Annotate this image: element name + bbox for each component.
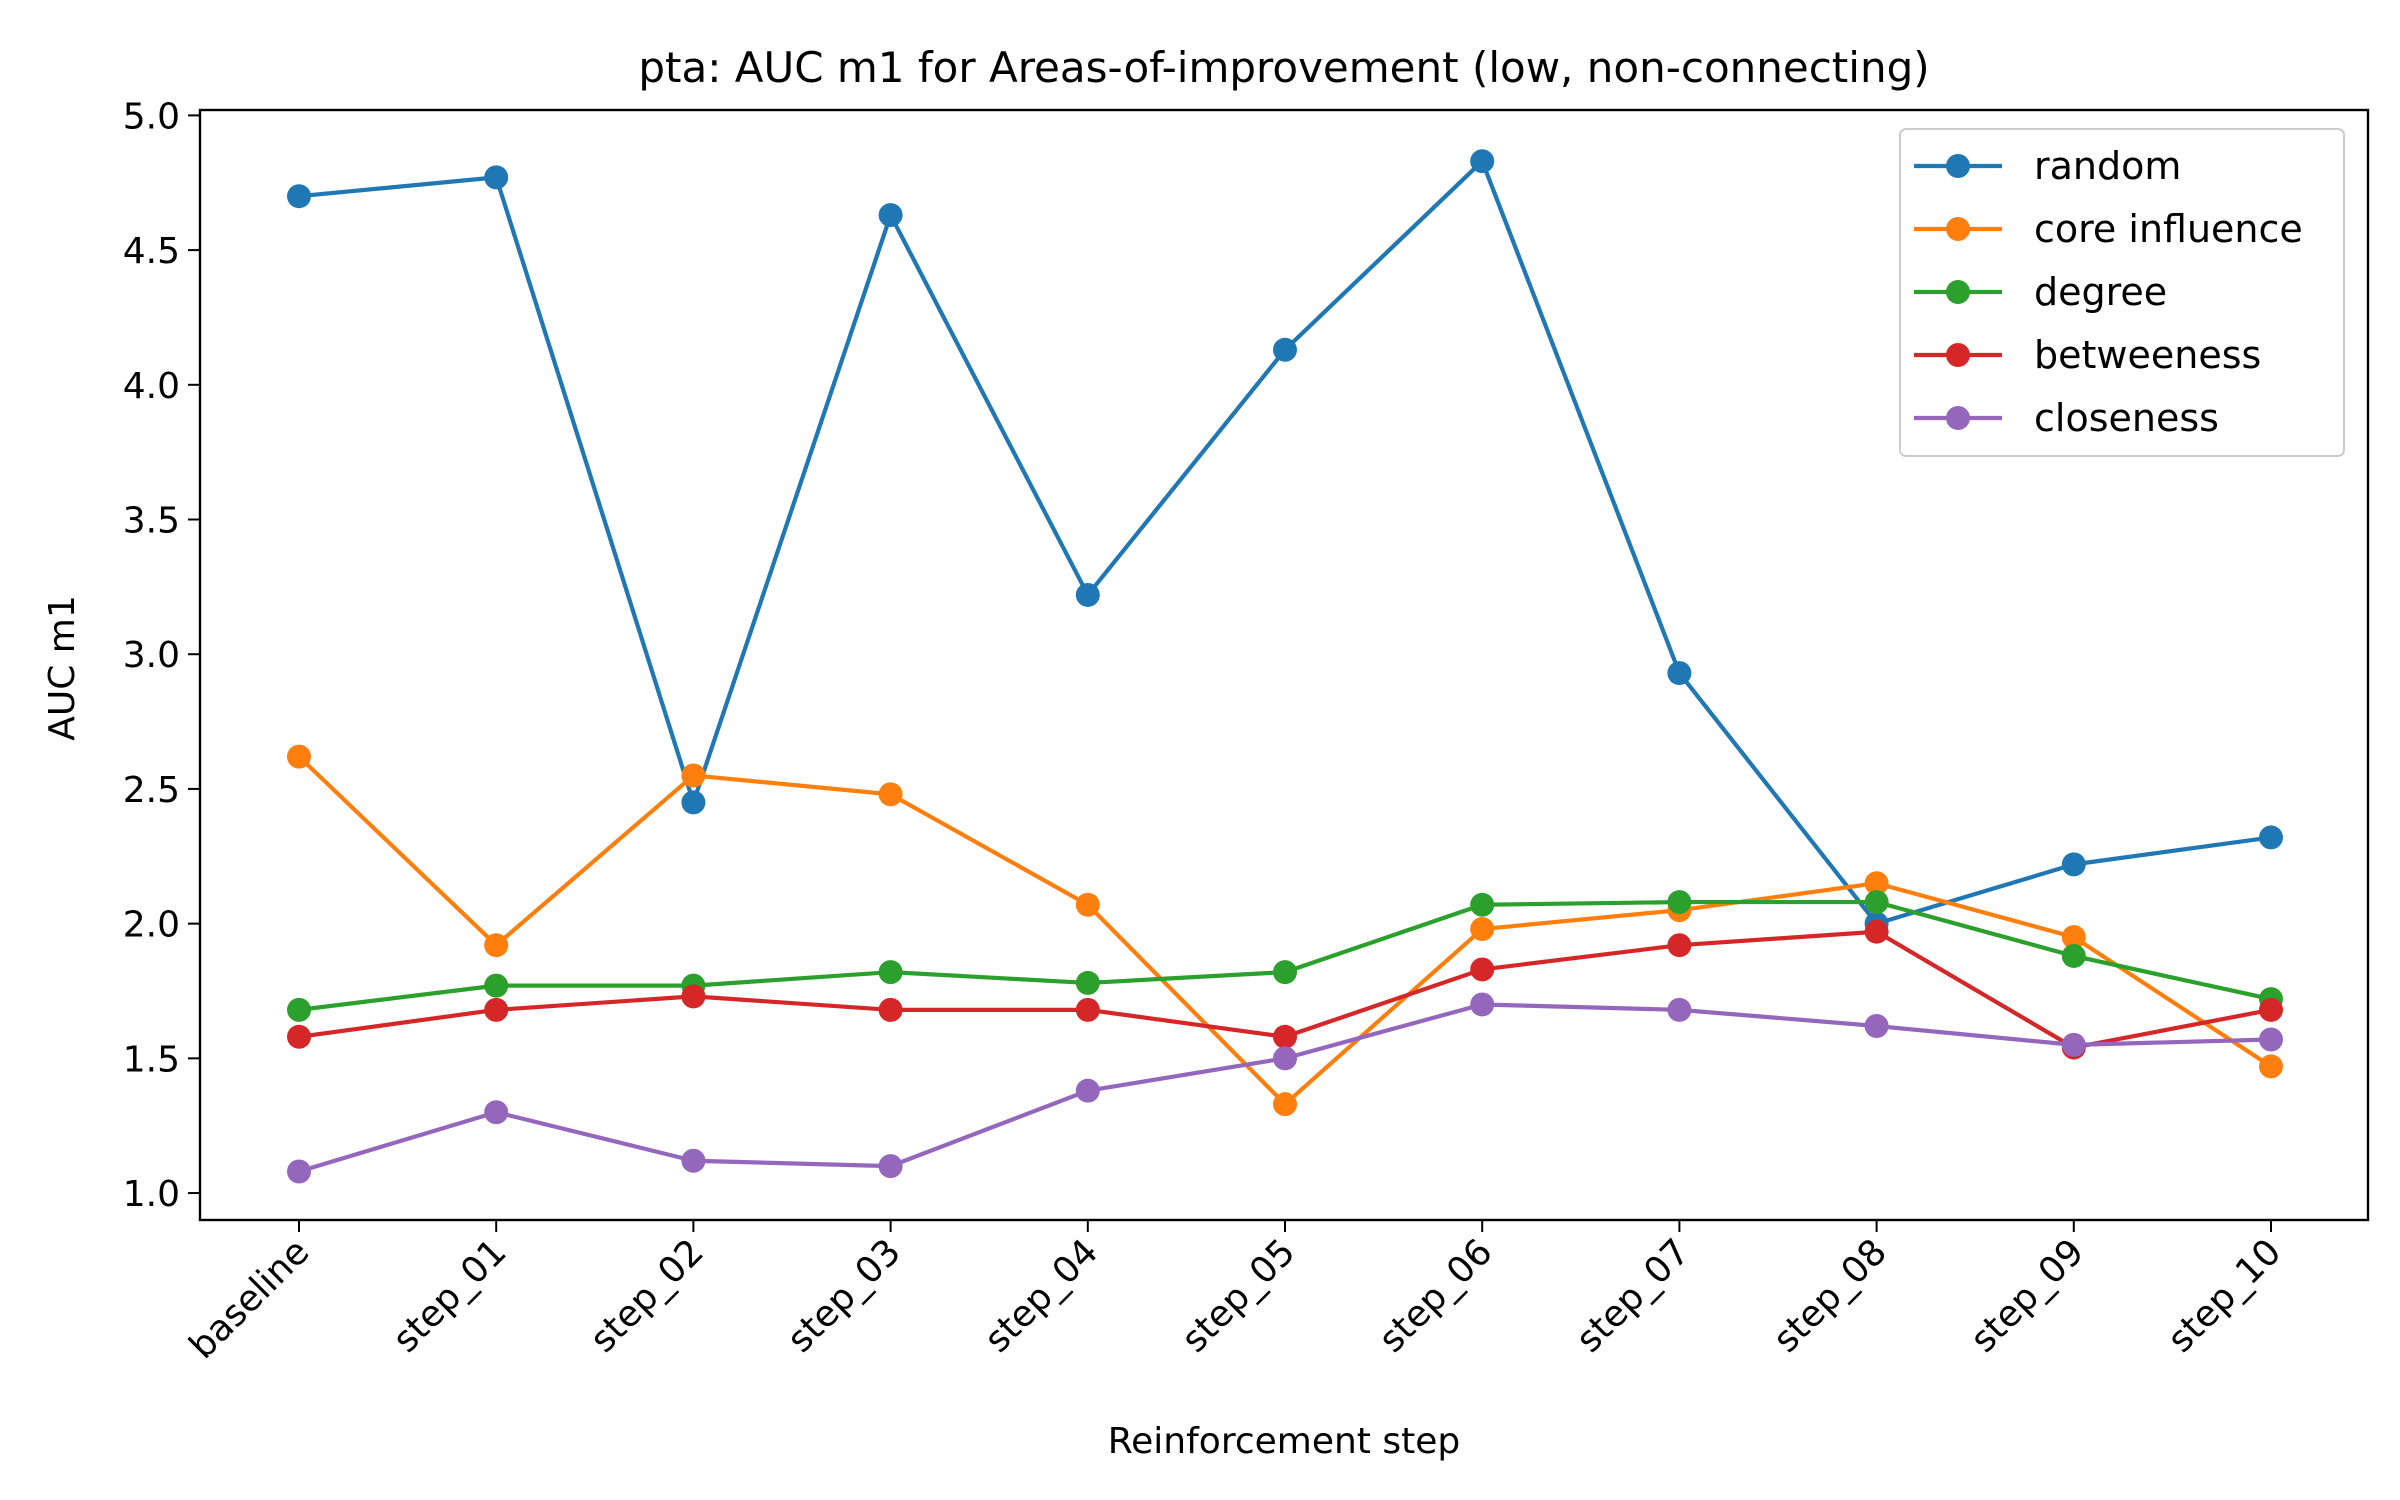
data-point bbox=[1075, 997, 1100, 1022]
chart-title: pta: AUC m1 for Areas-of-improvement (lo… bbox=[638, 43, 1929, 92]
legend: random core influence degree betweeness clos… bbox=[1899, 128, 2345, 457]
legend-item: core influence bbox=[1914, 207, 2303, 251]
data-point bbox=[1667, 661, 1692, 686]
series-betweeness bbox=[287, 919, 2283, 1060]
data-point bbox=[287, 997, 311, 1022]
y-tick-label: 1.5 bbox=[123, 1039, 180, 1080]
data-point bbox=[484, 973, 509, 998]
data-point bbox=[1864, 919, 1889, 944]
legend-swatch-marker bbox=[1946, 217, 1970, 241]
data-point bbox=[2259, 997, 2283, 1022]
data-point bbox=[878, 960, 903, 985]
data-point bbox=[681, 763, 706, 788]
data-point bbox=[1864, 871, 1889, 896]
x-axis-label: Reinforcement step bbox=[1108, 1421, 1460, 1462]
y-tick-label: 4.5 bbox=[123, 231, 180, 272]
data-point bbox=[1470, 917, 1495, 942]
series-random bbox=[287, 149, 2283, 936]
y-axis-label: AUC m1 bbox=[42, 595, 83, 741]
legend-item: closeness bbox=[1914, 396, 2219, 440]
y-tick-label: 2.0 bbox=[123, 905, 180, 946]
data-point bbox=[1470, 149, 1495, 174]
data-point bbox=[1667, 933, 1692, 958]
legend-label: closeness bbox=[2034, 396, 2219, 440]
data-point bbox=[1075, 970, 1100, 995]
data-point bbox=[681, 984, 706, 1009]
data-point bbox=[1470, 957, 1495, 982]
data-point bbox=[681, 1148, 706, 1173]
legend-label: degree bbox=[2034, 270, 2167, 314]
y-tick-label: 3.5 bbox=[123, 501, 180, 542]
data-point bbox=[1273, 960, 1297, 985]
legend-item: betweeness bbox=[1914, 333, 2261, 377]
y-tick-label: 2.5 bbox=[123, 770, 180, 811]
data-point bbox=[1075, 1078, 1100, 1103]
data-point bbox=[2259, 825, 2283, 850]
data-point bbox=[1273, 1046, 1297, 1071]
data-point bbox=[2061, 1032, 2086, 1057]
series-core-influence bbox=[287, 744, 2283, 1117]
data-point bbox=[878, 997, 903, 1022]
data-point bbox=[484, 1100, 509, 1125]
data-point bbox=[2061, 925, 2086, 950]
data-point bbox=[1864, 1014, 1889, 1039]
data-point bbox=[2259, 1054, 2283, 1079]
data-point bbox=[1273, 1092, 1297, 1117]
legend-item: degree bbox=[1914, 270, 2167, 314]
series-closeness bbox=[287, 992, 2283, 1184]
data-point bbox=[287, 744, 311, 769]
legend-label: random bbox=[2034, 144, 2181, 188]
y-tick-label: 1.0 bbox=[123, 1174, 180, 1215]
y-tick-label: 5.0 bbox=[123, 96, 180, 137]
y-tick-label: 4.0 bbox=[123, 366, 180, 407]
data-point bbox=[1273, 337, 1297, 362]
data-point bbox=[878, 1154, 903, 1179]
data-point bbox=[1667, 997, 1692, 1022]
plot-frame bbox=[198, 108, 2370, 1222]
data-point bbox=[484, 933, 509, 958]
data-point bbox=[1667, 890, 1692, 915]
data-point bbox=[681, 790, 706, 815]
legend-swatch-marker bbox=[1946, 154, 1970, 178]
data-point bbox=[878, 782, 903, 807]
data-point bbox=[287, 1159, 311, 1184]
legend-swatch-marker bbox=[1946, 280, 1970, 304]
data-point bbox=[1075, 892, 1100, 917]
data-point bbox=[1075, 582, 1100, 607]
legend-label: betweeness bbox=[2034, 333, 2261, 377]
legend-box bbox=[1899, 128, 2345, 457]
data-point bbox=[287, 1024, 311, 1049]
data-point bbox=[2061, 852, 2086, 877]
data-point bbox=[287, 184, 311, 209]
legend-label: core influence bbox=[2034, 207, 2303, 251]
data-point bbox=[1273, 1024, 1297, 1049]
legend-swatch-marker bbox=[1946, 343, 1970, 367]
legend-item: random bbox=[1914, 144, 2181, 188]
data-point bbox=[1470, 892, 1495, 917]
y-tick-label: 3.0 bbox=[123, 635, 180, 676]
data-point bbox=[2061, 943, 2086, 968]
data-point bbox=[1864, 890, 1889, 915]
data-point bbox=[878, 203, 903, 228]
data-point bbox=[484, 997, 509, 1022]
data-point bbox=[1470, 992, 1495, 1017]
legend-swatch-marker bbox=[1946, 406, 1970, 430]
data-point bbox=[2259, 1027, 2283, 1052]
data-point bbox=[484, 165, 509, 190]
